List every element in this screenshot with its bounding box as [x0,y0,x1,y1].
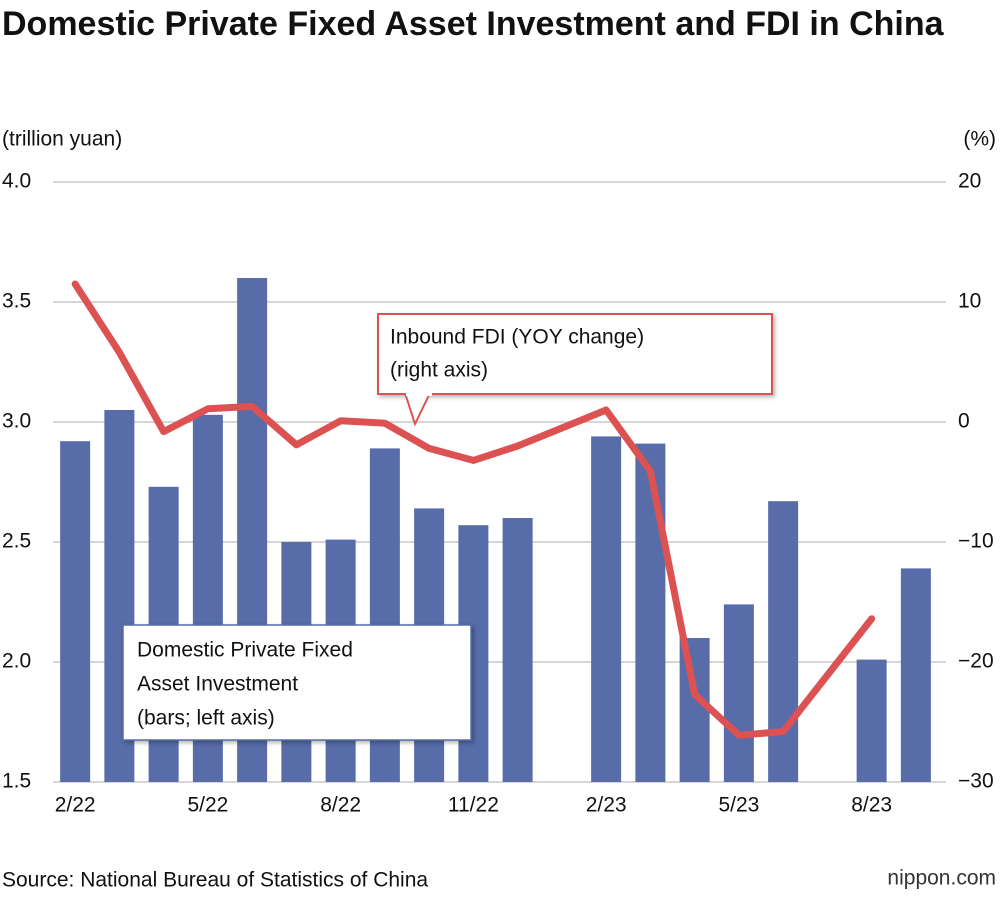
bar [60,441,91,782]
y-tick-label: 2.0 [2,650,31,673]
annotation-box [122,624,472,741]
y2-tick-label: −10 [958,530,994,553]
annotation-pointer-cover [406,390,432,396]
bar [900,568,931,782]
y-tick-label: 4.0 [2,170,31,193]
x-tick-label: 5/23 [718,794,759,817]
y2-tick-label: −30 [958,770,994,793]
y-tick-label: 3.5 [2,290,31,313]
annotation-text: Inbound FDI (YOY change) [390,326,644,349]
x-tick-label: 11/22 [448,794,499,817]
source: Source: National Bureau of Statistics of… [2,869,428,892]
bar [679,638,710,782]
x-tick-label: 2/23 [586,794,627,817]
bar [768,501,799,782]
y-tick-label: 3.0 [2,410,31,433]
annotations: Inbound FDI (YOY change) (right axis) Do… [122,313,773,741]
y-tick-label: 2.5 [2,530,31,553]
line [71,280,876,739]
annotation-text: Domestic Private Fixed [137,639,353,662]
y-tick-label: 1.5 [2,770,31,793]
x-tick-label: 8/22 [320,794,361,817]
bar [723,604,754,782]
y2-tick-label: 10 [958,290,981,313]
bar [502,518,533,782]
x-tick-label: 8/23 [851,794,892,817]
y2-axis-label: (%) [963,128,996,151]
y-axis-label: (trillion yuan) [2,128,122,151]
bar [635,443,666,782]
y2-tick-label: 0 [958,410,970,433]
lines [71,280,876,739]
annotation-box [377,313,773,395]
annotation-pointer [404,392,431,427]
bar [591,436,622,782]
annotation-text: (bars; left axis) [137,707,275,730]
annotation-text: (right axis) [390,359,488,382]
bar [856,659,887,782]
x-tick-label: 5/22 [187,794,228,817]
logo: nippon.com [887,867,996,890]
y2-tick-label: 20 [958,170,981,193]
y2-tick-label: −20 [958,650,994,673]
annotation-text: Asset Investment [137,673,298,696]
chart-title: Domestic Private Fixed Asset Investment … [2,5,945,43]
x-tick-label: 2/22 [55,794,96,817]
